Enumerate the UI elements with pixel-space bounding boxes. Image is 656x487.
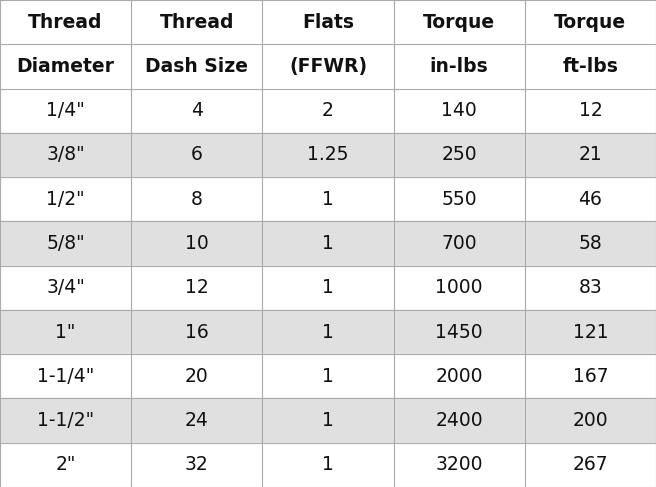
Text: 1450: 1450 <box>436 322 483 341</box>
Text: 24: 24 <box>185 411 209 430</box>
Text: 2000: 2000 <box>436 367 483 386</box>
Text: Torque: Torque <box>554 13 626 32</box>
Text: 700: 700 <box>441 234 477 253</box>
Text: 3/4": 3/4" <box>46 278 85 297</box>
Text: 1: 1 <box>322 322 334 341</box>
Text: 83: 83 <box>579 278 602 297</box>
Text: 21: 21 <box>579 146 602 165</box>
Text: 1/2": 1/2" <box>47 190 85 209</box>
Text: in-lbs: in-lbs <box>430 57 489 76</box>
Text: Flats: Flats <box>302 13 354 32</box>
Text: 1-1/2": 1-1/2" <box>37 411 94 430</box>
Bar <box>0 310 656 354</box>
Bar <box>0 443 656 487</box>
Text: 10: 10 <box>185 234 209 253</box>
Bar <box>0 177 656 222</box>
Text: 12: 12 <box>579 101 602 120</box>
Text: 3200: 3200 <box>436 455 483 474</box>
Text: 140: 140 <box>441 101 477 120</box>
Text: Thread: Thread <box>159 13 234 32</box>
Text: 6: 6 <box>191 146 203 165</box>
Text: 1.25: 1.25 <box>307 146 349 165</box>
Text: (FFWR): (FFWR) <box>289 57 367 76</box>
Text: 267: 267 <box>573 455 608 474</box>
Text: 167: 167 <box>573 367 608 386</box>
Text: 1: 1 <box>322 411 334 430</box>
Bar <box>0 398 656 443</box>
Text: 8: 8 <box>191 190 203 209</box>
Bar <box>0 222 656 265</box>
Text: 16: 16 <box>185 322 209 341</box>
Text: 121: 121 <box>573 322 608 341</box>
Text: 1/4": 1/4" <box>46 101 85 120</box>
Text: 1000: 1000 <box>436 278 483 297</box>
Text: 5/8": 5/8" <box>47 234 85 253</box>
Text: 550: 550 <box>441 190 477 209</box>
Text: Diameter: Diameter <box>16 57 115 76</box>
Text: 4: 4 <box>191 101 203 120</box>
Text: 1: 1 <box>322 278 334 297</box>
Bar <box>0 265 656 310</box>
Text: 58: 58 <box>579 234 602 253</box>
Text: 3/8": 3/8" <box>47 146 85 165</box>
Text: 2400: 2400 <box>436 411 483 430</box>
Text: Thread: Thread <box>28 13 103 32</box>
Text: Torque: Torque <box>423 13 495 32</box>
Bar <box>0 89 656 133</box>
Bar <box>0 0 656 44</box>
Text: 1: 1 <box>322 190 334 209</box>
Text: Dash Size: Dash Size <box>145 57 249 76</box>
Text: ft-lbs: ft-lbs <box>562 57 619 76</box>
Bar <box>0 133 656 177</box>
Text: 2": 2" <box>55 455 76 474</box>
Bar <box>0 354 656 398</box>
Text: 250: 250 <box>441 146 477 165</box>
Text: 12: 12 <box>185 278 209 297</box>
Text: 1: 1 <box>322 455 334 474</box>
Bar <box>0 44 656 89</box>
Text: 46: 46 <box>579 190 602 209</box>
Text: 1": 1" <box>55 322 76 341</box>
Text: 200: 200 <box>573 411 608 430</box>
Text: 2: 2 <box>322 101 334 120</box>
Text: 1: 1 <box>322 234 334 253</box>
Text: 1: 1 <box>322 367 334 386</box>
Text: 20: 20 <box>185 367 209 386</box>
Text: 1-1/4": 1-1/4" <box>37 367 94 386</box>
Text: 32: 32 <box>185 455 209 474</box>
